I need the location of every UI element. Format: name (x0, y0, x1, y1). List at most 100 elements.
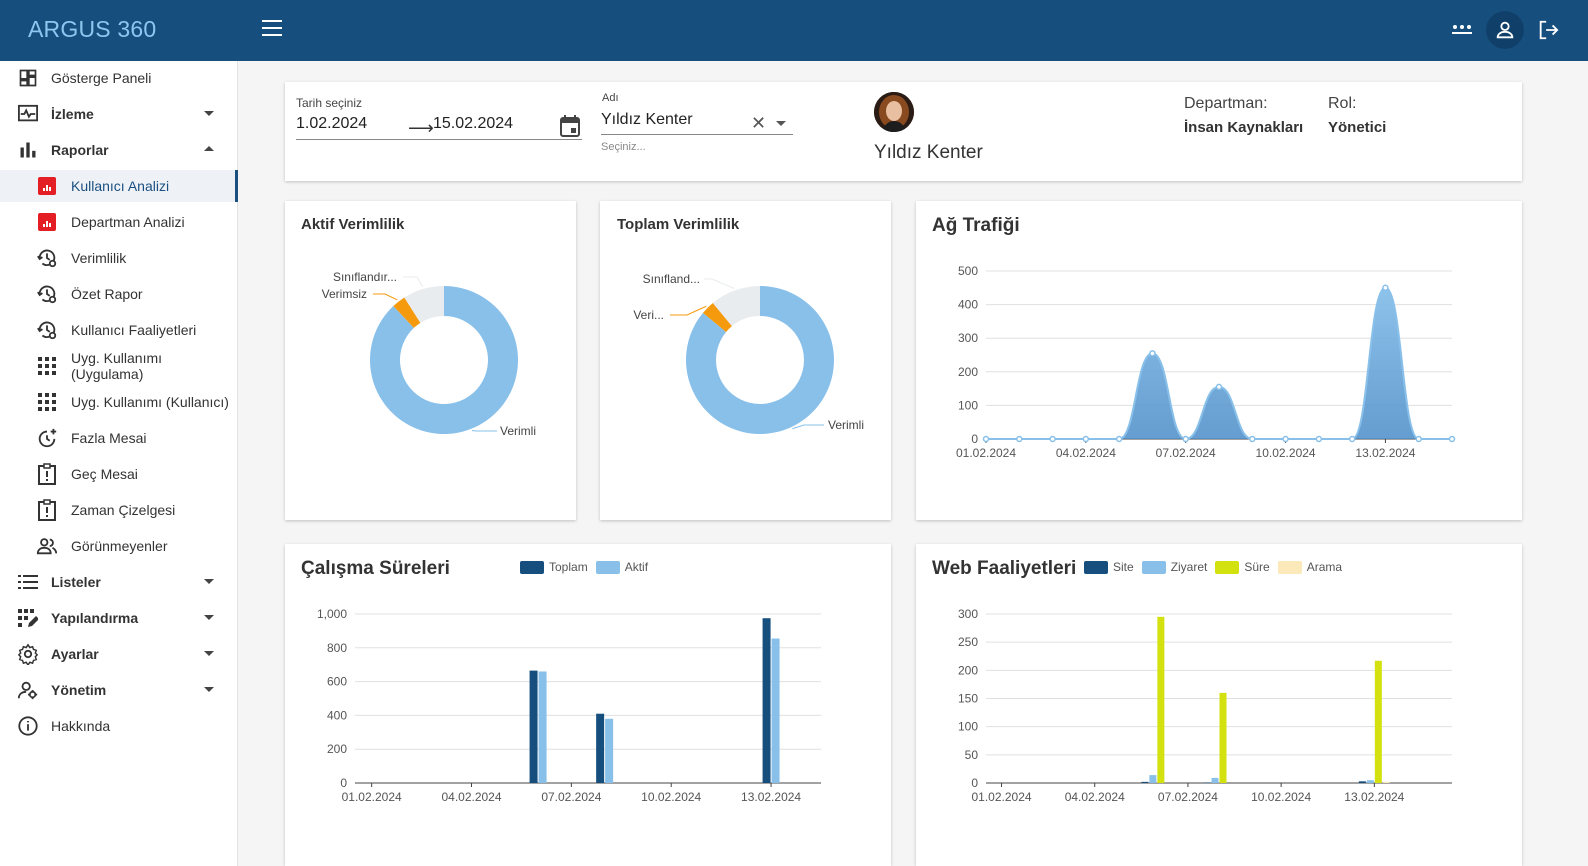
menu-icon[interactable] (262, 20, 282, 38)
pie-slice (404, 286, 444, 323)
sidebar-item-kullanici-faaliyetleri[interactable]: Kullanıcı Faaliyetleri (0, 314, 238, 346)
bar (1141, 781, 1149, 783)
sidebar-item-zaman-cizelgesi[interactable]: Zaman Çizelgesi (0, 494, 238, 526)
data-point (1082, 435, 1090, 443)
toplam-verimlilik-card: Toplam Verimlilik Verimli Veri... Sınıflan… (600, 201, 891, 520)
y-tick-label: 50 (965, 748, 979, 762)
history-gear-icon (36, 247, 58, 269)
people-icon (36, 535, 58, 557)
slice-label: Verimli (500, 424, 536, 438)
filter-card: Tarih seçiniz 1.02.2024 ⟶ 15.02.2024 Adı… (285, 82, 1522, 181)
y-tick-label: 300 (958, 331, 978, 345)
x-tick-label: 13.02.2024 (1344, 790, 1404, 804)
legend-item[interactable]: Ziyaret (1141, 560, 1207, 574)
chevron-down-icon (204, 111, 214, 116)
bar (1219, 692, 1227, 783)
x-tick-label: 10.02.2024 (1256, 446, 1316, 460)
chart-title: Web Faaliyetleri (932, 558, 1077, 579)
chevron-down-icon (204, 579, 214, 584)
bar (1366, 780, 1374, 783)
bar (771, 638, 780, 783)
end-date-input[interactable]: 15.02.2024 (433, 115, 514, 132)
history-gear-icon (36, 283, 58, 305)
top-header: ARGUS 360 (0, 0, 1588, 61)
aktif-verimlilik-card: Aktif Verimlilik Verimli Verimsiz Sınıflan… (285, 201, 576, 520)
x-tick-label: 13.02.2024 (741, 790, 801, 804)
clock-plus-icon (36, 427, 58, 449)
pie-slice (393, 297, 421, 328)
pie-slice (370, 286, 518, 434)
ag-trafigi-card: Ağ Trafiği 0 100 200 300 400 500 01.02.2024 04.… (916, 201, 1522, 520)
sidebar-item-ozet-rapor[interactable]: Özet Rapor (0, 278, 238, 310)
sidebar-item-verimlilik[interactable]: Verimlilik (0, 242, 238, 274)
date-label: Tarih seçiniz (296, 96, 363, 110)
x-tick-label: 13.02.2024 (1355, 446, 1415, 460)
chart-title: Aktif Verimlilik (301, 216, 405, 233)
y-tick-label: 600 (327, 675, 347, 689)
data-point (1182, 435, 1189, 443)
sidebar-item-fazla-mesai[interactable]: Fazla Mesai (0, 422, 238, 454)
y-tick-label: 0 (971, 432, 978, 446)
sidebar-item-hakkinda[interactable]: Hakkında (0, 710, 238, 742)
sidebar-item-kullanici-analizi[interactable]: Kullanıcı Analizi (0, 170, 238, 202)
legend: Site Ziyaret Süre Arama (1084, 560, 1350, 574)
data-point (1215, 383, 1223, 391)
bar (1382, 781, 1390, 783)
label-line (704, 278, 735, 289)
area-chart: 0 100 200 300 400 500 01.02.2024 04.02.2024 07.0… (956, 264, 1456, 460)
more-icon[interactable] (1442, 10, 1482, 50)
data-point (1448, 435, 1456, 443)
sidebar-item-ayarlar[interactable]: Ayarlar (0, 638, 238, 670)
x-tick-label: 01.02.2024 (972, 790, 1032, 804)
slice-label: Verimli (828, 418, 864, 432)
sidebar-item-raporlar[interactable]: Raporlar (0, 134, 238, 166)
x-tick-label: 10.02.2024 (641, 790, 701, 804)
x-tick-label: 01.02.2024 (342, 790, 402, 804)
calendar-icon[interactable] (560, 115, 580, 142)
sidebar-item-yonetim[interactable]: Yönetim (0, 674, 238, 706)
sidebar-item-dashboard[interactable]: Gösterge Paneli (0, 62, 238, 94)
sidebar-item-listeler[interactable]: Listeler (0, 566, 238, 598)
sidebar-item-gorunmeyenler[interactable]: Görünmeyenler (0, 530, 238, 562)
legend-item[interactable]: Site (1084, 560, 1134, 574)
y-tick-label: 400 (327, 708, 347, 722)
sidebar-item-gec-mesai[interactable]: Geç Mesai (0, 458, 238, 490)
web-faaliyetleri-card: Web Faaliyetleri Site Ziyaret Süre Arama… (916, 544, 1522, 866)
pie-slice (712, 286, 760, 327)
y-tick-label: 0 (971, 776, 978, 790)
data-point (1049, 435, 1056, 443)
sidebar-item-izleme[interactable]: İzleme (0, 98, 238, 130)
sidebar-item-yapilandirma[interactable]: Yapılandırma (0, 602, 238, 634)
clear-icon[interactable]: ✕ (751, 113, 767, 133)
name-label: Adı (602, 92, 619, 104)
sidebar-item-departman-analizi[interactable]: Departman Analizi (0, 206, 238, 238)
pie-chart: Verimli Verimsiz Sınıflandır... (322, 270, 536, 438)
legend-item[interactable]: Aktif (595, 560, 648, 574)
sidebar-item-uyg-kullanimi-uygulama[interactable]: Uyg. Kullanımı (Uygulama) (0, 350, 238, 382)
legend-item[interactable]: Süre (1215, 560, 1270, 574)
chevron-down-icon[interactable] (776, 121, 786, 126)
user-icon[interactable] (1486, 11, 1524, 49)
bar (1203, 782, 1211, 783)
logout-icon[interactable] (1528, 10, 1568, 50)
y-tick-label: 150 (958, 692, 978, 706)
data-point (982, 435, 990, 443)
legend-item[interactable]: Toplam (520, 560, 588, 574)
label-line (373, 293, 398, 301)
chevron-down-icon (204, 687, 214, 692)
bar-chart-icon (17, 139, 39, 161)
slice-label: Verimsiz (322, 287, 367, 301)
data-point (1016, 435, 1023, 443)
y-tick-label: 200 (958, 663, 978, 677)
arrow-right-icon: ⟶ (408, 118, 434, 138)
bar (1211, 777, 1219, 783)
legend-item[interactable]: Arama (1277, 560, 1342, 574)
monitor-icon (17, 103, 39, 125)
x-tick-label: 07.02.2024 (1158, 790, 1218, 804)
label-line (792, 424, 824, 430)
name-select[interactable]: Yıldız Kenter (601, 111, 693, 128)
slice-label: Sınıfland... (643, 272, 700, 286)
data-point (1315, 435, 1323, 443)
start-date-input[interactable]: 1.02.2024 (296, 115, 368, 132)
sidebar-item-uyg-kullanimi-kullanici[interactable]: Uyg. Kullanımı (Kullanıcı) (0, 386, 238, 418)
